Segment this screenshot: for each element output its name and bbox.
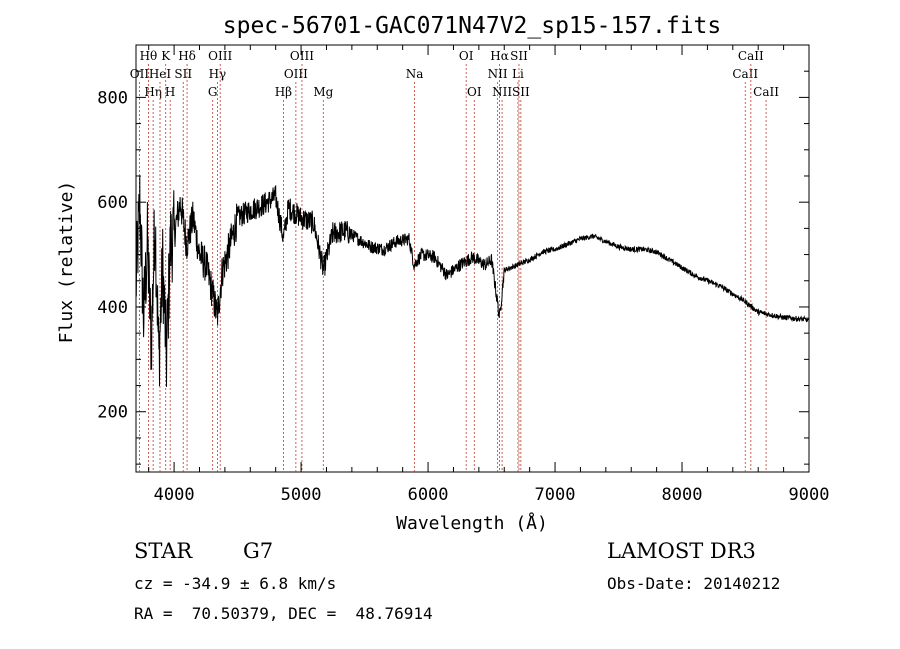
line-label-5: H <box>165 85 175 99</box>
object-class: STAR <box>134 539 193 563</box>
line-label-7: Hδ <box>178 49 196 63</box>
survey-name: LAMOST DR3 <box>607 539 756 563</box>
line-label-10: OIII <box>208 49 232 63</box>
line-label-21: Li <box>512 67 524 81</box>
line-label-17: OI <box>467 85 482 99</box>
y-tick-label-0: 200 <box>97 403 128 423</box>
spectrum-line <box>135 175 810 387</box>
x-tick-label-2: 6000 <box>408 485 449 505</box>
line-label-6: SII <box>174 67 192 81</box>
y-axis-label: Flux (relative) <box>56 181 77 344</box>
redshift-cz: cz = -34.9 ± 6.8 km/s <box>134 574 337 593</box>
axis-ticks: 4000 5000 6000 7000 8000 9000 200 400 600 800 <box>97 45 829 505</box>
x-tick-label-4: 8000 <box>662 485 703 505</box>
x-axis-label: Wavelength (Å) <box>396 512 548 534</box>
line-label-13: OIII <box>290 49 314 63</box>
line-label-22: SII <box>510 49 528 63</box>
line-label-23: SII <box>512 85 530 99</box>
line-label-1: Hθ <box>140 49 158 63</box>
chart-title: spec-56701-GAC071N47V2_sp15-157.fits <box>223 13 722 39</box>
line-label-9: Hγ <box>209 67 227 81</box>
x-tick-label-5: 9000 <box>789 485 830 505</box>
line-label-11: Hβ <box>275 85 292 99</box>
line-label-15: Na <box>406 67 424 81</box>
line-label-25: CaII <box>738 49 764 63</box>
line-label-18: NII <box>488 67 508 81</box>
line-label-2: Hη <box>144 85 162 99</box>
y-tick-label-2: 600 <box>97 193 128 213</box>
observation-date: Obs-Date: 20140212 <box>607 574 781 593</box>
line-label-8: G <box>208 85 218 99</box>
line-label-26: CaII <box>753 85 779 99</box>
line-label-14: Mg <box>313 85 333 99</box>
coordinates: RA = 70.50379, DEC = 48.76914 <box>134 604 433 623</box>
x-tick-label-1: 5000 <box>281 485 322 505</box>
line-label-16: OI <box>459 49 474 63</box>
object-subclass: G7 <box>243 539 274 563</box>
line-label-20: NII <box>492 85 512 99</box>
line-label-3: HeI <box>149 67 172 81</box>
line-label-0: OII <box>130 67 150 81</box>
line-label-12: OIII <box>284 67 308 81</box>
y-tick-label-3: 800 <box>97 88 128 108</box>
y-tick-label-1: 400 <box>97 298 128 318</box>
x-tick-label-0: 4000 <box>154 485 195 505</box>
line-label-24: CaII <box>732 67 758 81</box>
line-label-4: K <box>161 49 171 63</box>
plot-frame <box>135 44 810 473</box>
x-tick-label-3: 7000 <box>535 485 576 505</box>
line-label-19: Hα <box>490 49 509 63</box>
line-marker-group: OII Hθ Hη HeI K H SII Hδ G Hγ OIII Hβ OIII OIII Mg Na OI… <box>130 49 779 472</box>
